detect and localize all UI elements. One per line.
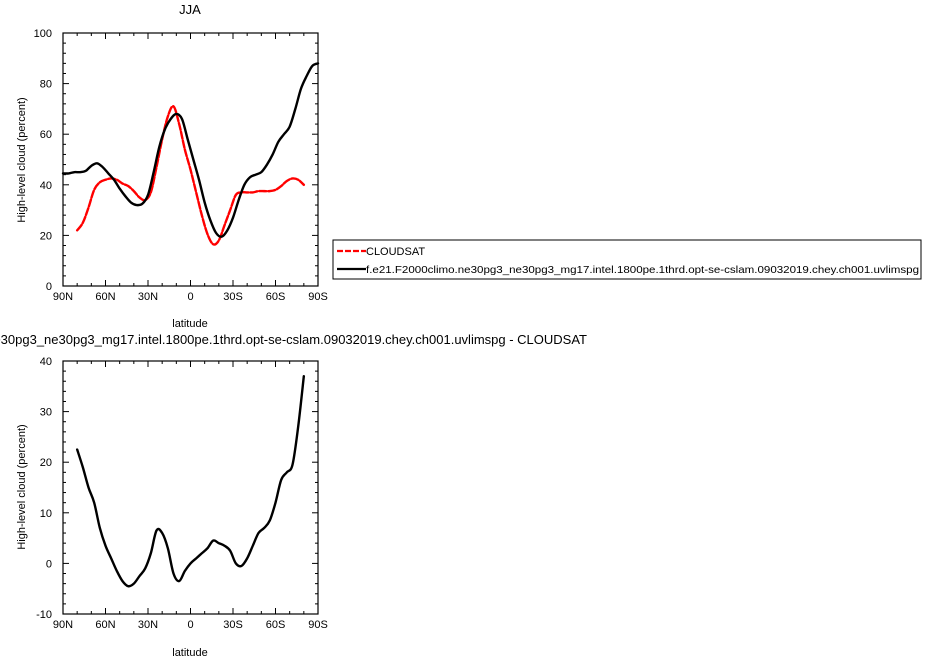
top-y-axis-label: High-level cloud (percent)	[16, 97, 28, 222]
bottom-x-axis-label: latitude	[172, 647, 207, 659]
top-x-tick-label: 30S	[223, 291, 243, 303]
top-y-tick-label: 40	[40, 180, 52, 192]
top-series-line-0	[75, 105, 306, 246]
bottom-y-axis-label: High-level cloud (percent)	[16, 424, 28, 549]
top-y-tick-label: 60	[40, 129, 52, 141]
top-y-tick-label: 20	[40, 230, 52, 242]
bottom-series-group	[75, 374, 306, 588]
bottom-series-line-0	[75, 374, 306, 588]
legend-box	[332, 239, 922, 280]
top-x-tick-label: 0	[187, 291, 193, 303]
bottom-panel: f.e21.F2000climo.ne30pg3_ne30pg3_mg17.in…	[0, 332, 587, 659]
bottom-y-tick-label: 30	[40, 407, 52, 419]
top-axis-ticks: 90N 60N 30N 0 30S 60S 90S 0 20 40 60 80 100	[34, 28, 328, 303]
bottom-axis-ticks: 90N 60N 30N 0 30S 60S 90S -10 0 10 20 30 40	[36, 356, 328, 631]
bottom-x-tick-label: 90S	[308, 619, 328, 631]
top-chart-title: JJA	[179, 2, 201, 17]
bottom-x-tick-label: 90N	[53, 619, 73, 631]
bottom-x-tick-label: 60S	[266, 619, 286, 631]
top-x-tick-label: 60S	[266, 291, 286, 303]
bottom-y-tick-label: 10	[40, 508, 52, 520]
top-plot-frame	[62, 32, 319, 287]
bottom-y-tick-label: 20	[40, 457, 52, 469]
top-x-tick-label: 30N	[138, 291, 158, 303]
bottom-x-tick-label: 0	[187, 619, 193, 631]
bottom-x-tick-label: 60N	[95, 619, 115, 631]
top-series-line-1	[61, 62, 320, 238]
bottom-y-tick-label: 0	[46, 558, 52, 570]
bottom-chart-title: f.e21.F2000climo.ne30pg3_ne30pg3_mg17.in…	[0, 332, 587, 347]
legend-label-cloudsat: CLOUDSAT	[366, 246, 425, 258]
top-y-tick-label: 100	[34, 28, 52, 40]
bottom-y-tick-label: 40	[40, 356, 52, 368]
bottom-y-tick-label: -10	[36, 609, 52, 621]
bottom-plot-frame	[62, 360, 319, 615]
top-panel: JJA latitude High-level cloud (percent) …	[16, 2, 328, 330]
legend: CLOUDSAT f.e21.F2000climo.ne30pg3_ne30pg…	[332, 239, 922, 280]
top-series-group	[61, 62, 320, 246]
top-x-axis-label: latitude	[172, 318, 207, 330]
top-x-tick-label: 90N	[53, 291, 73, 303]
bottom-x-tick-label: 30S	[223, 619, 243, 631]
top-x-tick-label: 60N	[95, 291, 115, 303]
top-y-tick-label: 0	[46, 281, 52, 293]
top-y-tick-label: 80	[40, 79, 52, 91]
bottom-x-tick-label: 30N	[138, 619, 158, 631]
legend-label-model: f.e21.F2000climo.ne30pg3_ne30pg3_mg17.in…	[366, 265, 919, 276]
top-x-tick-label: 90S	[308, 291, 328, 303]
